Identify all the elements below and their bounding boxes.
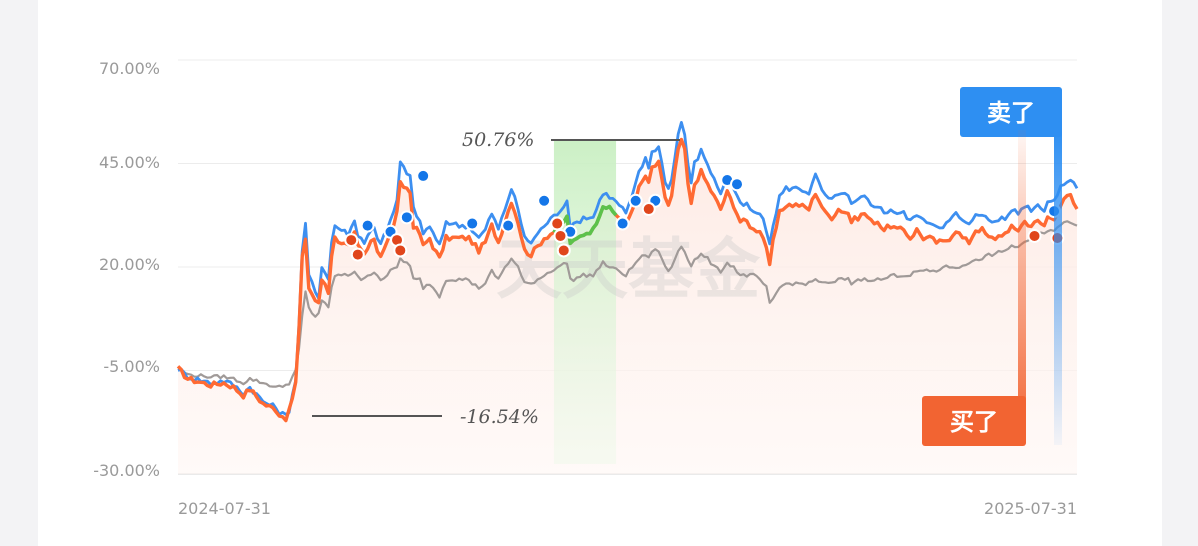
trade-dots [344,168,1065,262]
index-line [177,121,1079,416]
y-tick-label: 45.00% [99,153,160,172]
benchmark-line [177,220,1078,388]
y-tick-label: -30.00% [93,461,160,480]
buy-point[interactable] [641,202,656,217]
buy-point[interactable] [550,216,565,231]
sell-badge-label[interactable]: 卖了 [987,98,1035,127]
buy-marker-bar [1018,130,1026,440]
min-annotation-label: -16.54% [460,406,539,428]
sell-point[interactable] [465,216,480,231]
sell-point[interactable] [501,218,516,233]
sell-point[interactable] [537,193,552,208]
y-tick-label: 70.00% [99,59,160,78]
y-tick-label: -5.00% [103,357,160,376]
buy-point[interactable] [1027,228,1042,243]
sell-point[interactable] [730,177,745,192]
x-start-label: 2024-07-31 [178,499,271,518]
sell-point[interactable] [416,168,431,183]
buy-point[interactable] [553,228,568,243]
x-end-label: 2025-07-31 [984,499,1077,518]
sell-point[interactable] [360,218,375,233]
sell-point[interactable] [615,216,630,231]
card-bottom-strip [712,540,934,546]
sell-point[interactable] [399,210,414,225]
sell-point[interactable] [628,193,643,208]
buy-point[interactable] [556,243,571,258]
max-annotation-label: 50.76% [462,129,534,151]
drawdown-line [552,204,618,246]
y-tick-label: 20.00% [99,255,160,274]
buy-point[interactable] [350,247,365,262]
buy-badge-bg[interactable] [922,396,1026,446]
buy-badge-label[interactable]: 买了 [950,407,998,436]
sell-marker-bar [1054,130,1062,445]
buy-point[interactable] [393,243,408,258]
buy-point[interactable] [344,233,359,248]
y-axis-labels: 70.00% 45.00% 20.00% -5.00% -30.00% [93,59,160,480]
sell-badge-bg[interactable] [960,87,1062,137]
